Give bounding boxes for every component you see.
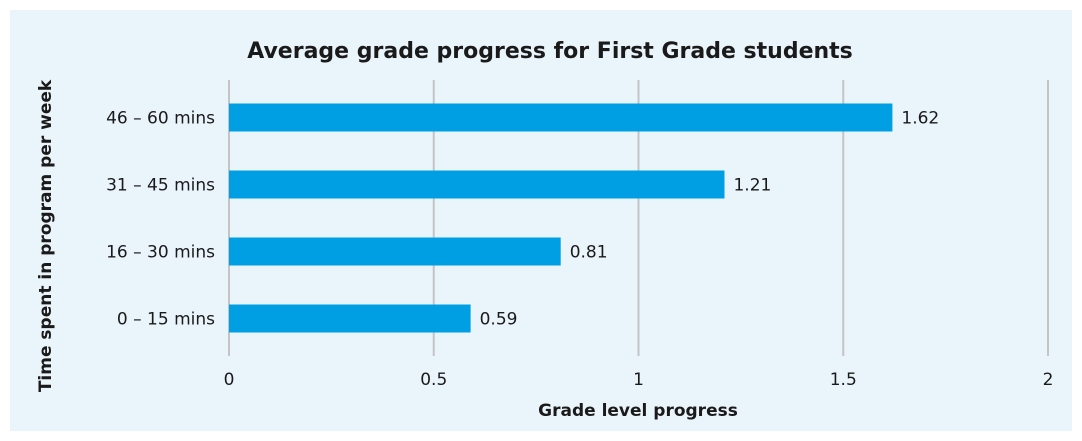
x-axis-label: Grade level progress [538,401,738,421]
y-tick-label: 0 – 15 mins [117,310,215,330]
chart-title: Average grade progress for First Grade s… [247,39,853,64]
y-axis-label: Time spent in program per week [36,79,56,392]
bar [229,103,893,132]
x-tick-label: 0.5 [420,370,447,390]
x-tick-label: 0 [224,370,235,390]
x-tick-label: 1 [633,370,644,390]
data-label: 1.21 [733,176,771,196]
x-tick-label: 1.5 [830,370,857,390]
y-tick-label: 16 – 30 mins [106,243,215,263]
data-label: 0.81 [570,243,608,263]
bar [229,237,561,266]
x-tick-label: 2 [1043,370,1054,390]
data-label: 1.62 [901,109,939,129]
data-label: 0.59 [480,310,518,330]
bar [229,304,471,333]
panel [10,10,1072,431]
y-tick-label: 46 – 60 mins [106,109,215,129]
y-tick-label: 31 – 45 mins [106,176,215,196]
bar [229,170,725,199]
